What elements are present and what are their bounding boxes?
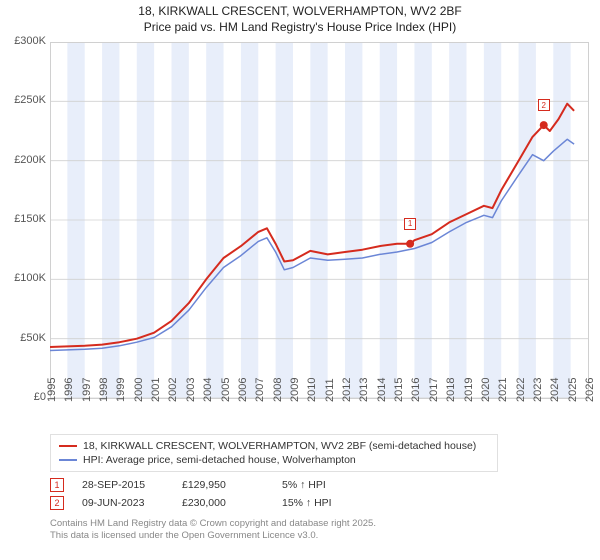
marker-delta: 5% ↑ HPI [282, 479, 364, 491]
x-tick-label: 2014 [376, 378, 388, 402]
marker-row-2: 2 09-JUN-2023 £230,000 15% ↑ HPI [50, 494, 364, 512]
legend-swatch-1 [59, 445, 77, 447]
x-tick-label: 1996 [63, 378, 75, 402]
x-tick-label: 2018 [445, 378, 457, 402]
legend-box: 18, KIRKWALL CRESCENT, WOLVERHAMPTON, WV… [50, 434, 498, 472]
x-tick-label: 2022 [515, 378, 527, 402]
marker-box-icon: 2 [50, 496, 64, 510]
x-tick-label: 2023 [532, 378, 544, 402]
x-tick-label: 2016 [410, 378, 422, 402]
legend-row-1: 18, KIRKWALL CRESCENT, WOLVERHAMPTON, WV… [59, 439, 489, 453]
marker-row-1: 1 28-SEP-2015 £129,950 5% ↑ HPI [50, 476, 364, 494]
x-tick-label: 2000 [133, 378, 145, 402]
x-tick-label: 2015 [393, 378, 405, 402]
x-tick-label: 2002 [167, 378, 179, 402]
marker-date: 28-SEP-2015 [82, 479, 164, 491]
x-tick-label: 2009 [289, 378, 301, 402]
legend-label-1: 18, KIRKWALL CRESCENT, WOLVERHAMPTON, WV… [83, 440, 476, 452]
chart-marker-1: 1 [404, 218, 416, 230]
x-tick-label: 1995 [46, 378, 58, 402]
x-tick-label: 2019 [463, 378, 475, 402]
x-tick-label: 2008 [272, 378, 284, 402]
marker-delta: 15% ↑ HPI [282, 497, 364, 509]
credit-text: Contains HM Land Registry data © Crown c… [50, 518, 376, 542]
y-tick-label: £0 [34, 391, 46, 403]
y-tick-label: £250K [14, 94, 46, 106]
marker-table: 1 28-SEP-2015 £129,950 5% ↑ HPI 2 09-JUN-2023… [50, 476, 364, 512]
x-tick-label: 1997 [81, 378, 93, 402]
x-tick-label: 2006 [237, 378, 249, 402]
x-tick-label: 2007 [254, 378, 266, 402]
y-tick-label: £100K [14, 272, 46, 284]
x-tick-label: 2003 [185, 378, 197, 402]
title-line-2: Price paid vs. HM Land Registry's House … [0, 20, 600, 36]
x-tick-label: 2021 [497, 378, 509, 402]
x-tick-label: 1999 [115, 378, 127, 402]
x-tick-label: 1998 [98, 378, 110, 402]
credit-line-1: Contains HM Land Registry data © Crown c… [50, 518, 376, 530]
legend-swatch-2 [59, 459, 77, 461]
x-tick-label: 2011 [324, 378, 336, 402]
legend-row-2: HPI: Average price, semi-detached house,… [59, 453, 489, 467]
legend-label-2: HPI: Average price, semi-detached house,… [83, 454, 356, 466]
y-tick-label: £150K [14, 213, 46, 225]
marker-price: £230,000 [182, 497, 264, 509]
x-tick-label: 2001 [150, 378, 162, 402]
title-line-1: 18, KIRKWALL CRESCENT, WOLVERHAMPTON, WV… [0, 4, 600, 20]
chart-svg: 12 [50, 42, 590, 400]
y-tick-label: £200K [14, 154, 46, 166]
x-tick-label: 2025 [567, 378, 579, 402]
x-tick-label: 2020 [480, 378, 492, 402]
x-tick-label: 2005 [220, 378, 232, 402]
credit-line-2: This data is licensed under the Open Gov… [50, 530, 376, 542]
marker-box-icon: 1 [50, 478, 64, 492]
x-tick-label: 2012 [341, 378, 353, 402]
marker-date: 09-JUN-2023 [82, 497, 164, 509]
x-tick-label: 2004 [202, 378, 214, 402]
x-tick-label: 2013 [358, 378, 370, 402]
x-tick-label: 2017 [428, 378, 440, 402]
marker-price: £129,950 [182, 479, 264, 491]
chart-marker-2: 2 [538, 99, 550, 111]
title-block: 18, KIRKWALL CRESCENT, WOLVERHAMPTON, WV… [0, 0, 600, 37]
x-tick-label: 2010 [306, 378, 318, 402]
x-tick-label: 2026 [584, 378, 596, 402]
y-tick-label: £50K [20, 332, 46, 344]
y-tick-label: £300K [14, 35, 46, 47]
x-tick-label: 2024 [549, 378, 561, 402]
